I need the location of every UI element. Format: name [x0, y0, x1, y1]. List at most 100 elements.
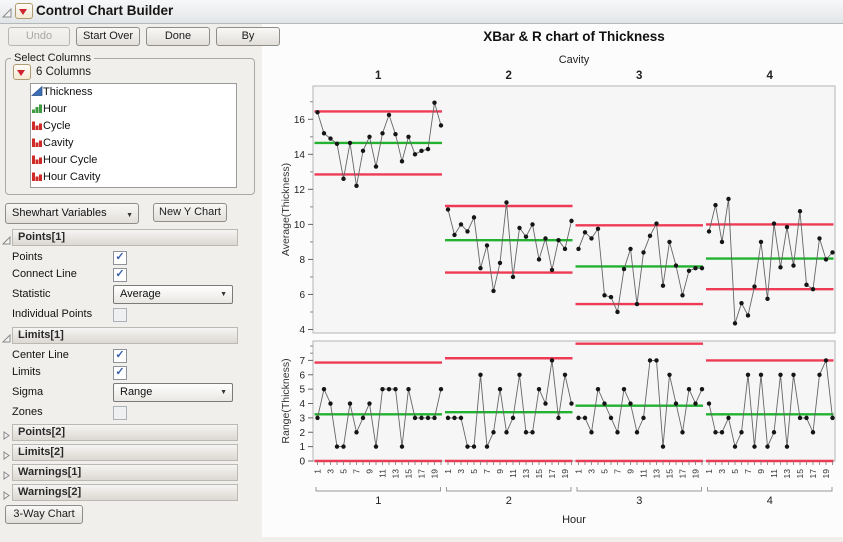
data-point [621, 386, 627, 392]
connect-line-checkbox[interactable]: ✓ [113, 268, 127, 282]
points-checkbox[interactable]: ✓ [113, 251, 127, 265]
nominal-icon [31, 136, 43, 148]
section-header-points1[interactable]: Points[1] [12, 229, 238, 246]
continuous-icon [31, 85, 43, 97]
zones-label: Zones [12, 406, 43, 418]
data-point [412, 415, 418, 421]
select-columns-legend: Select Columns [14, 52, 92, 64]
individual-points-checkbox[interactable] [113, 308, 127, 322]
expand-triangle-icon[interactable] [2, 447, 11, 460]
list-item[interactable]: Hour Cavity [31, 169, 236, 186]
data-point [778, 372, 783, 377]
statistic-label: Statistic [12, 288, 51, 300]
svg-text:2: 2 [506, 495, 512, 507]
data-point [752, 444, 757, 449]
svg-text:7: 7 [613, 469, 623, 474]
red-triangle-menu-icon[interactable] [15, 3, 33, 19]
collapse-triangle-icon[interactable] [1, 330, 11, 343]
data-point [380, 131, 385, 136]
svg-text:12: 12 [294, 185, 306, 196]
connect-line-label: Connect Line [12, 268, 77, 280]
column-list[interactable]: Thickness Hour Cycle Cavity Hour Cycle Hour C… [30, 83, 237, 188]
section-header-warnings1[interactable]: Warnings[1] [12, 464, 238, 481]
statistic-dropdown[interactable]: Average ▼ [113, 285, 233, 304]
svg-text:17: 17 [808, 469, 818, 479]
data-point [823, 257, 829, 262]
expand-triangle-icon[interactable] [2, 467, 11, 480]
three-way-chart-button[interactable]: 3-Way Chart [5, 505, 83, 524]
done-button[interactable]: Done [146, 27, 210, 46]
list-item[interactable]: Cavity [31, 135, 236, 152]
svg-text:17: 17 [678, 469, 688, 479]
data-point [556, 237, 561, 243]
column-label: Hour [43, 103, 67, 115]
data-point [445, 415, 451, 421]
zones-checkbox[interactable] [113, 406, 127, 420]
svg-text:11: 11 [378, 469, 388, 478]
expand-triangle-icon[interactable] [2, 487, 11, 500]
expand-triangle-icon[interactable] [2, 427, 11, 440]
collapse-triangle-icon[interactable] [1, 5, 12, 18]
chevron-down-icon: ▼ [220, 389, 227, 396]
data-point [680, 293, 685, 298]
list-item[interactable]: Hour [31, 101, 236, 118]
data-point [608, 294, 614, 300]
svg-text:9: 9 [626, 469, 636, 474]
data-point [628, 401, 633, 406]
column-label: Hour Cycle [43, 154, 98, 166]
svg-text:3: 3 [636, 70, 642, 82]
undo-button[interactable]: Undo [8, 27, 70, 46]
svg-text:15: 15 [534, 469, 544, 479]
list-item[interactable]: Thickness [31, 84, 236, 101]
collapse-triangle-icon[interactable] [1, 232, 11, 245]
list-item[interactable]: Cycle [31, 118, 236, 135]
data-point [471, 444, 477, 449]
sigma-dropdown[interactable]: Range ▼ [113, 383, 233, 402]
data-point [810, 430, 816, 435]
center-line-checkbox[interactable]: ✓ [113, 349, 127, 363]
start-over-button[interactable]: Start Over [76, 27, 140, 46]
svg-text:3: 3 [636, 495, 642, 507]
data-point [739, 430, 744, 435]
data-point [393, 131, 398, 137]
svg-text:0: 0 [299, 457, 305, 468]
data-point [745, 313, 751, 318]
window-title-bar: Control Chart Builder [0, 0, 843, 24]
chart-type-dropdown[interactable]: Shewhart Variables ▼ [5, 203, 139, 224]
svg-text:1: 1 [313, 469, 323, 474]
chevron-down-icon: ▼ [126, 212, 133, 219]
list-item[interactable]: Hour Cycle [31, 152, 236, 169]
ordinal-icon [31, 102, 43, 114]
data-point [484, 444, 490, 449]
data-point [602, 401, 607, 406]
data-point [504, 430, 509, 435]
section-header-points2[interactable]: Points[2] [12, 424, 238, 441]
limits-checkbox[interactable]: ✓ [113, 366, 127, 380]
data-point [647, 233, 653, 238]
section-header-limits1[interactable]: Limits[1] [12, 327, 238, 344]
data-point [595, 226, 601, 231]
data-point [784, 444, 790, 449]
nominal-icon [31, 119, 43, 131]
data-point [719, 430, 725, 435]
data-point [510, 274, 516, 280]
data-point [530, 430, 535, 435]
data-point [569, 401, 574, 406]
data-point [367, 401, 372, 406]
data-point [432, 415, 437, 421]
data-point [497, 260, 503, 266]
section-header-limits2[interactable]: Limits[2] [12, 444, 238, 461]
new-y-chart-button[interactable]: New Y Chart [153, 203, 227, 222]
columns-red-triangle-menu-icon[interactable] [13, 64, 31, 80]
by-button[interactable]: By [216, 27, 280, 46]
data-point [452, 232, 457, 238]
data-point [354, 430, 359, 435]
data-point [543, 401, 548, 406]
data-point [582, 415, 588, 421]
section-header-warnings2[interactable]: Warnings[2] [12, 484, 238, 501]
svg-text:14: 14 [294, 150, 306, 161]
svg-text:9: 9 [365, 469, 375, 474]
data-point [438, 123, 444, 128]
data-point [549, 267, 555, 273]
center-line-label: Center Line [12, 349, 69, 361]
